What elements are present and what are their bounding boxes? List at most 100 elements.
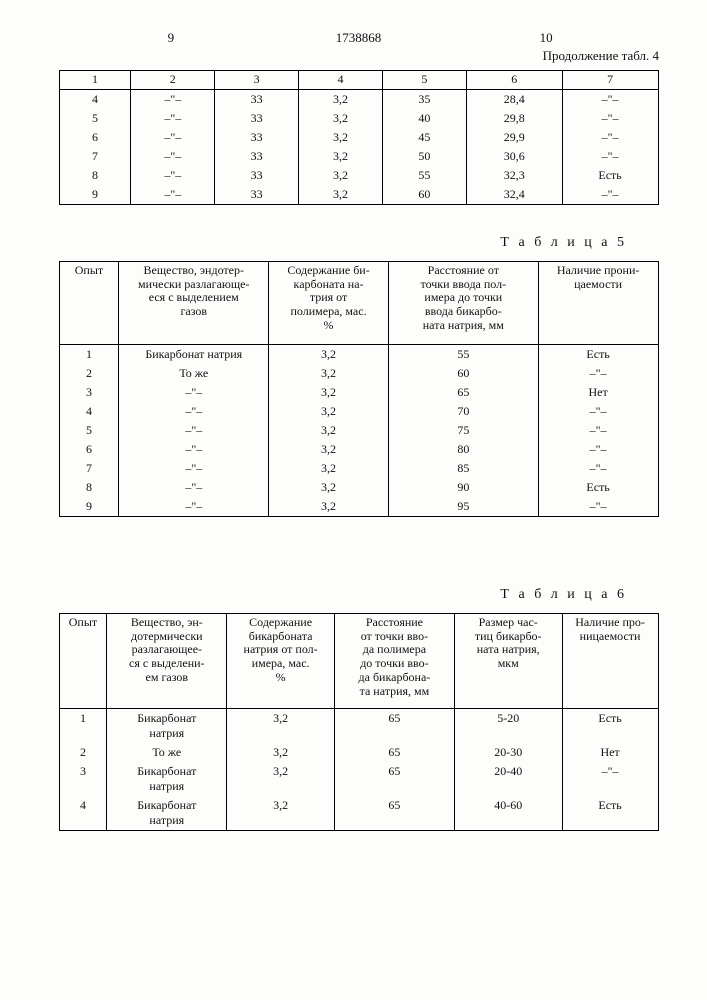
table-cell: 3 xyxy=(59,383,119,402)
table-cell: 3,2 xyxy=(269,421,389,440)
col-header: Наличие про-ницаемости xyxy=(562,613,658,708)
table-cell: 70 xyxy=(388,402,538,421)
table-cell: 3,2 xyxy=(269,497,389,517)
table-row: 9–"–333,26032,4–"– xyxy=(59,185,658,205)
table-cell: Нет xyxy=(538,383,658,402)
table-cell: 3,2 xyxy=(227,708,335,743)
table-row: 7–"–3,285–"– xyxy=(59,459,658,478)
col-header: Размер час-тиц бикарбо-ната натрия,мкм xyxy=(454,613,562,708)
table-cell: 3,2 xyxy=(299,166,383,185)
table-6-label: Т а б л и ц а 6 xyxy=(50,587,627,603)
col-header: Вещество, эн-дотермическиразлагающее-ся … xyxy=(107,613,227,708)
table-row: 2То же3,26520-30Нет xyxy=(59,743,658,762)
table-cell: 8 xyxy=(59,166,131,185)
table-cell: 5 xyxy=(59,109,131,128)
table-cell: 3,2 xyxy=(299,128,383,147)
table-cell: 7 xyxy=(59,147,131,166)
table-cell: 1 xyxy=(59,708,107,743)
table-row: 8–"–333,25532,3Есть xyxy=(59,166,658,185)
col-header: Опыт xyxy=(59,613,107,708)
col-header: Содержаниебикарбонатанатрия от пол-имера… xyxy=(227,613,335,708)
table-cell: Бикарбонатнатрия xyxy=(107,708,227,743)
table-cell: 20-30 xyxy=(454,743,562,762)
table-cell: 65 xyxy=(335,762,455,796)
table-cell: 65 xyxy=(388,383,538,402)
col-header: Наличие прони-цаемости xyxy=(538,261,658,344)
table-cell: 28,4 xyxy=(466,89,562,109)
table-cell: 90 xyxy=(388,478,538,497)
table-cell: –"– xyxy=(538,421,658,440)
table-cell: –"– xyxy=(538,364,658,383)
table-cell: –"– xyxy=(119,383,269,402)
table-cell: 3,2 xyxy=(269,383,389,402)
page-center: 1738868 xyxy=(266,30,451,46)
table-cell: 3,2 xyxy=(227,796,335,831)
table-6: Опыт Вещество, эн-дотермическиразлагающе… xyxy=(59,613,659,831)
table-cell: –"– xyxy=(562,762,658,796)
table-cell: 32,3 xyxy=(466,166,562,185)
table-row: 9–"–3,295–"– xyxy=(59,497,658,517)
header-page-numbers: 9 1738868 10 xyxy=(79,30,639,46)
table-row: 7–"–333,25030,6–"– xyxy=(59,147,658,166)
table-cell: Есть xyxy=(538,478,658,497)
table-row: 6–"–333,24529,9–"– xyxy=(59,128,658,147)
table-cell: –"– xyxy=(119,421,269,440)
table-cell: 75 xyxy=(388,421,538,440)
col-header: 4 xyxy=(299,71,383,90)
table-cell: –"– xyxy=(119,440,269,459)
table-cell: Есть xyxy=(562,796,658,831)
table-row: Опыт Вещество, эн-дотермическиразлагающе… xyxy=(59,613,658,708)
table-row: 6–"–3,280–"– xyxy=(59,440,658,459)
table-cell: 33 xyxy=(215,166,299,185)
table-cell: 3,2 xyxy=(299,89,383,109)
table-cell: 80 xyxy=(388,440,538,459)
table-cell: 30,6 xyxy=(466,147,562,166)
table-cell: 55 xyxy=(388,344,538,364)
table-cell: 9 xyxy=(59,497,119,517)
table-cell: 20-40 xyxy=(454,762,562,796)
table-row: 2То же3,260–"– xyxy=(59,364,658,383)
table-cell: –"– xyxy=(538,402,658,421)
col-header: Содержание би-карбоната на-трия отполиме… xyxy=(269,261,389,344)
table-cell: –"– xyxy=(131,89,215,109)
table-cell: 3,2 xyxy=(269,344,389,364)
table-cell: 29,9 xyxy=(466,128,562,147)
table-cell: 8 xyxy=(59,478,119,497)
table-cell: 3,2 xyxy=(269,402,389,421)
table-cell: 65 xyxy=(335,796,455,831)
table-cell: 3 xyxy=(59,762,107,796)
col-header: Расстояние отточки ввода пол-имера до то… xyxy=(388,261,538,344)
table-cell: 3,2 xyxy=(227,762,335,796)
table-cell: 40-60 xyxy=(454,796,562,831)
table-cell: 3,2 xyxy=(299,147,383,166)
table-row: Опыт Вещество, эндотер-мически разлагающ… xyxy=(59,261,658,344)
table-cell: 4 xyxy=(59,402,119,421)
col-header: 5 xyxy=(382,71,466,90)
table-cell: Бикарбонатнатрия xyxy=(107,796,227,831)
col-header: 2 xyxy=(131,71,215,90)
table-row: 3–"–3,265Нет xyxy=(59,383,658,402)
table-cell: 50 xyxy=(382,147,466,166)
table-cell: Есть xyxy=(538,344,658,364)
col-header: 6 xyxy=(466,71,562,90)
table-cell: 2 xyxy=(59,743,107,762)
table-cell: –"– xyxy=(538,459,658,478)
table-row: 8–"–3,290Есть xyxy=(59,478,658,497)
table-cell: 3,2 xyxy=(269,364,389,383)
table-row: 3Бикарбонатнатрия3,26520-40–"– xyxy=(59,762,658,796)
table-cell: –"– xyxy=(562,109,658,128)
table-cell: 6 xyxy=(59,128,131,147)
table-cell: 95 xyxy=(388,497,538,517)
col-header: 7 xyxy=(562,71,658,90)
table-row: 5–"–333,24029,8–"– xyxy=(59,109,658,128)
table-cell: 9 xyxy=(59,185,131,205)
table-cell: –"– xyxy=(119,459,269,478)
col-header: Вещество, эндотер-мически разлагающе-еся… xyxy=(119,261,269,344)
col-header: Расстояниеот точки вво-да полимерадо точ… xyxy=(335,613,455,708)
table-cell: Бикарбонат натрия xyxy=(119,344,269,364)
continuation-label: Продолжение табл. 4 xyxy=(50,48,659,64)
page: 9 1738868 10 Продолжение табл. 4 1 2 3 4… xyxy=(0,0,707,1000)
table-cell: –"– xyxy=(538,497,658,517)
table-cell: 6 xyxy=(59,440,119,459)
table-cell: 65 xyxy=(335,743,455,762)
